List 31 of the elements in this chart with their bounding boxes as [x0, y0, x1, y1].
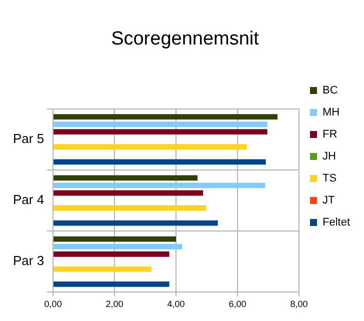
legend-label: MH — [322, 106, 340, 119]
legend-label: TS — [322, 172, 337, 185]
legend-label: JH — [322, 150, 336, 163]
bar — [54, 190, 204, 196]
bar — [54, 159, 266, 165]
x-tick-label: 8,00 — [290, 299, 308, 310]
bar — [54, 266, 152, 272]
x-tick-label: 4,00 — [167, 299, 185, 310]
y-tick-label: Par 4 — [12, 192, 44, 208]
x-tick-label: 0,00 — [44, 299, 62, 310]
bar — [54, 251, 170, 257]
bar — [54, 205, 206, 211]
bar — [54, 129, 268, 135]
legend-label: BC — [322, 84, 338, 97]
legend-label: Feltet — [322, 216, 350, 229]
x-tick-label: 6,00 — [228, 299, 246, 310]
y-tick-label: Par 3 — [12, 253, 44, 268]
bar — [54, 220, 218, 226]
legend-label: FR — [322, 128, 338, 141]
x-tick-label: 2,00 — [106, 299, 124, 310]
bar — [54, 244, 182, 250]
legend-label: JT — [322, 194, 335, 207]
bar — [54, 182, 266, 188]
y-tick-label: Par 5 — [12, 130, 44, 146]
bar — [54, 144, 247, 150]
bar — [54, 281, 170, 287]
bar — [54, 175, 198, 181]
chart-title: Scoregennemsnit — [111, 28, 260, 50]
bar — [54, 236, 176, 242]
bar — [54, 114, 278, 120]
bar — [54, 122, 268, 128]
